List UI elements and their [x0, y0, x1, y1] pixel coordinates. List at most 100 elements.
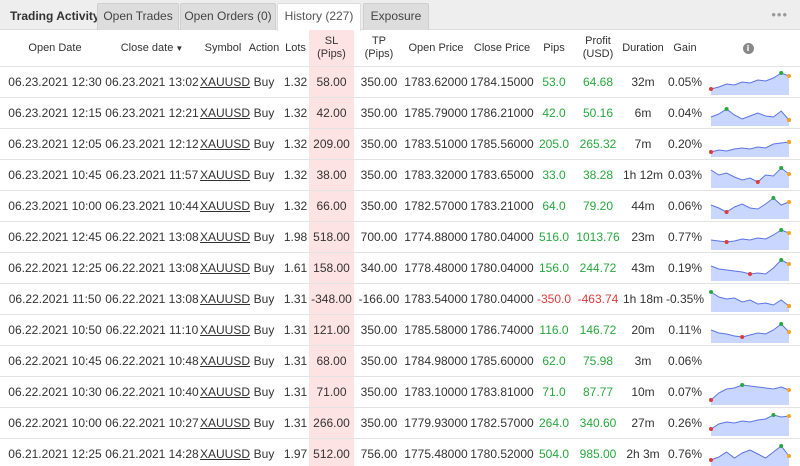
tab-history[interactable]: History (227): [277, 3, 361, 31]
cell-tp: 350.00: [360, 385, 398, 399]
cell-sl: 71.00: [316, 385, 347, 399]
cell-pips: 33.0: [542, 168, 566, 182]
cell-symbol-link[interactable]: XAUUSD: [200, 292, 251, 306]
col-open-price[interactable]: Open Price: [408, 41, 464, 54]
cell-profit: 64.68: [582, 75, 614, 89]
cell-lots: 1.31: [283, 292, 308, 306]
equity-sparkline: [710, 258, 791, 281]
col-lots[interactable]: Lots: [285, 41, 306, 54]
tab-exposure[interactable]: Exposure: [363, 3, 429, 30]
cell-open-date: 06.22.2021 12:25: [8, 261, 102, 275]
cell-close-price: 1785.60000: [470, 354, 534, 368]
table-row: 06.23.2021 12:15 06.23.2021 12:21 XAUUSD Bu…: [0, 97, 800, 128]
cell-sl: 158.00: [313, 261, 350, 275]
col-symbol[interactable]: Symbol: [204, 41, 242, 54]
cell-close-date: 06.22.2021 13:08: [105, 292, 199, 306]
cell-profit: 1013.76: [576, 230, 620, 244]
sparkline-area: [711, 415, 789, 436]
sparkline-last-marker: [787, 231, 791, 235]
cell-close-price: 1783.21000: [470, 199, 534, 213]
col-tp[interactable]: TP (Pips): [364, 35, 394, 60]
cell-open-date: 06.23.2021 12:15: [8, 106, 102, 120]
equity-sparkline: [710, 322, 791, 343]
sparkline-min-marker: [740, 335, 745, 339]
cell-profit: 985.00: [579, 447, 617, 461]
cell-symbol-link[interactable]: XAUUSD: [200, 75, 251, 89]
col-profit[interactable]: Profit (USD): [582, 35, 614, 60]
sparkline-min-marker: [724, 210, 729, 214]
table-row: 06.23.2021 12:30 06.23.2021 13:02 XAUUSD Bu…: [0, 66, 800, 97]
cell-tp: 350.00: [360, 137, 398, 151]
cell-gain: 0.19%: [667, 261, 703, 275]
col-action[interactable]: Action: [248, 41, 280, 54]
cell-symbol-link[interactable]: XAUUSD: [200, 447, 251, 461]
cell-symbol-link[interactable]: XAUUSD: [200, 385, 251, 399]
cell-lots: 1.61: [283, 261, 308, 275]
cell-symbol-link[interactable]: XAUUSD: [200, 199, 251, 213]
cell-symbol-link[interactable]: XAUUSD: [200, 137, 251, 151]
cell-pips: 504.0: [538, 447, 570, 461]
sparkline-line: [710, 229, 790, 243]
cell-profit: 87.77: [582, 385, 614, 399]
cell-pips: 156.0: [538, 261, 570, 275]
cell-action: Buy: [253, 106, 275, 120]
table-header: Open Date Close date ▼ Symbol Action Lots…: [0, 30, 800, 66]
tab-open-orders[interactable]: Open Orders (0): [180, 3, 276, 30]
cell-gain: 0.05%: [667, 75, 703, 89]
cell-sl: 42.00: [316, 106, 347, 120]
more-options-icon[interactable]: •••: [771, 7, 788, 22]
cell-duration: 3m: [634, 354, 652, 368]
col-close-date[interactable]: Close date ▼: [120, 41, 184, 54]
cell-lots: 1.32: [283, 137, 308, 151]
sparkline-min-marker: [709, 458, 713, 462]
col-gain[interactable]: Gain: [673, 41, 697, 54]
cell-symbol-link[interactable]: XAUUSD: [200, 230, 251, 244]
equity-sparkline: [710, 107, 791, 126]
cell-tp: -166.00: [358, 292, 400, 306]
col-close-price[interactable]: Close Price: [473, 41, 531, 54]
cell-open-price: 1785.79000: [404, 106, 468, 120]
cell-sl: 121.00: [313, 323, 350, 337]
cell-open-price: 1783.54000: [404, 292, 468, 306]
cell-open-price: 1774.88000: [404, 230, 468, 244]
cell-profit: 50.16: [582, 106, 614, 120]
cell-profit: 265.32: [579, 137, 617, 151]
cell-tp: 340.00: [360, 261, 398, 275]
cell-symbol-link[interactable]: XAUUSD: [200, 168, 251, 182]
col-pips[interactable]: Pips: [543, 41, 565, 54]
cell-open-price: 1782.57000: [404, 199, 468, 213]
cell-symbol-link[interactable]: XAUUSD: [200, 261, 251, 275]
info-icon[interactable]: i: [738, 30, 758, 66]
cell-symbol-link[interactable]: XAUUSD: [200, 416, 251, 430]
cell-symbol-link[interactable]: XAUUSD: [200, 354, 251, 368]
cell-close-date: 06.22.2021 10:40: [105, 385, 199, 399]
col-open-date[interactable]: Open Date: [28, 41, 82, 54]
tab-open-trades[interactable]: Open Trades: [97, 3, 179, 30]
cell-duration: 10m: [631, 385, 655, 399]
cell-gain: 0.11%: [668, 323, 702, 337]
sparkline-area: [711, 260, 789, 281]
cell-close-price: 1783.65000: [470, 168, 534, 182]
cell-action: Buy: [253, 385, 275, 399]
sparkline-line: [710, 141, 790, 153]
col-sl[interactable]: SL (Pips): [317, 35, 346, 60]
cell-profit: 146.72: [579, 323, 617, 337]
cell-symbol-link[interactable]: XAUUSD: [200, 106, 251, 120]
cell-action: Buy: [253, 261, 275, 275]
cell-close-date: 06.23.2021 12:12: [105, 137, 199, 151]
cell-symbol-link[interactable]: XAUUSD: [200, 323, 251, 337]
sparkline-min-marker: [755, 180, 760, 184]
cell-close-price: 1780.04000: [470, 230, 534, 244]
col-duration[interactable]: Duration: [622, 41, 664, 54]
cell-sl: 68.00: [316, 354, 347, 368]
table-row: 06.23.2021 10:00 06.23.2021 10:44 XAUUSD Bu…: [0, 190, 800, 221]
cell-open-date: 06.23.2021 12:30: [8, 75, 102, 89]
sparkline-line: [710, 291, 790, 307]
cell-open-price: 1783.51000: [404, 137, 468, 151]
equity-sparkline: [709, 290, 791, 312]
cell-gain: 0.06%: [667, 199, 703, 213]
cell-sl: 66.00: [316, 199, 347, 213]
cell-open-date: 06.22.2021 10:50: [8, 323, 102, 337]
sparkline-max-marker: [779, 71, 784, 75]
equity-sparkline: [710, 228, 791, 250]
